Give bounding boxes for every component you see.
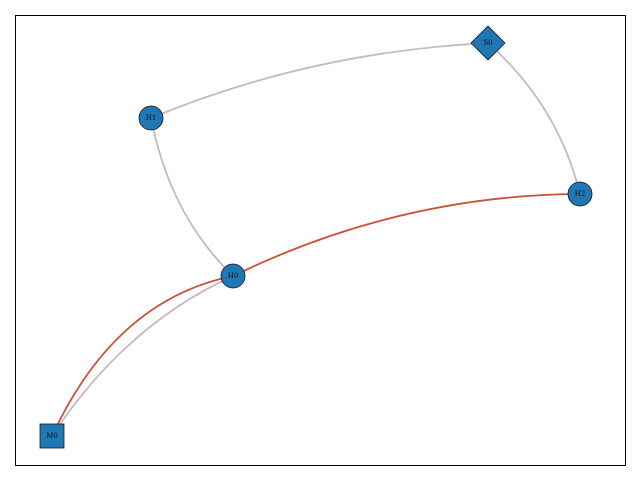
edge-m0-h0: [52, 276, 233, 436]
node-h0-label: H0: [228, 272, 239, 280]
node-h2: H2: [568, 182, 592, 206]
node-m0-label: M0: [46, 432, 58, 440]
edges: [52, 43, 580, 436]
edge-h0-h2-highlight: [233, 194, 580, 276]
node-m0: M0: [40, 424, 64, 448]
node-h0: H0: [221, 264, 245, 288]
node-h1: H1: [139, 106, 163, 130]
edge-s0-h2: [488, 43, 580, 194]
plot-frame: [16, 16, 626, 466]
edge-m0-h0-highlight: [52, 276, 233, 436]
node-s0-label: S0: [483, 39, 492, 47]
node-h2-label: H2: [575, 190, 586, 198]
node-h1-label: H1: [146, 114, 157, 122]
edge-h1-s0: [151, 43, 488, 118]
nodes: S0 H1 H2 H0 M0: [40, 26, 592, 448]
edge-h1-h0: [151, 118, 233, 276]
